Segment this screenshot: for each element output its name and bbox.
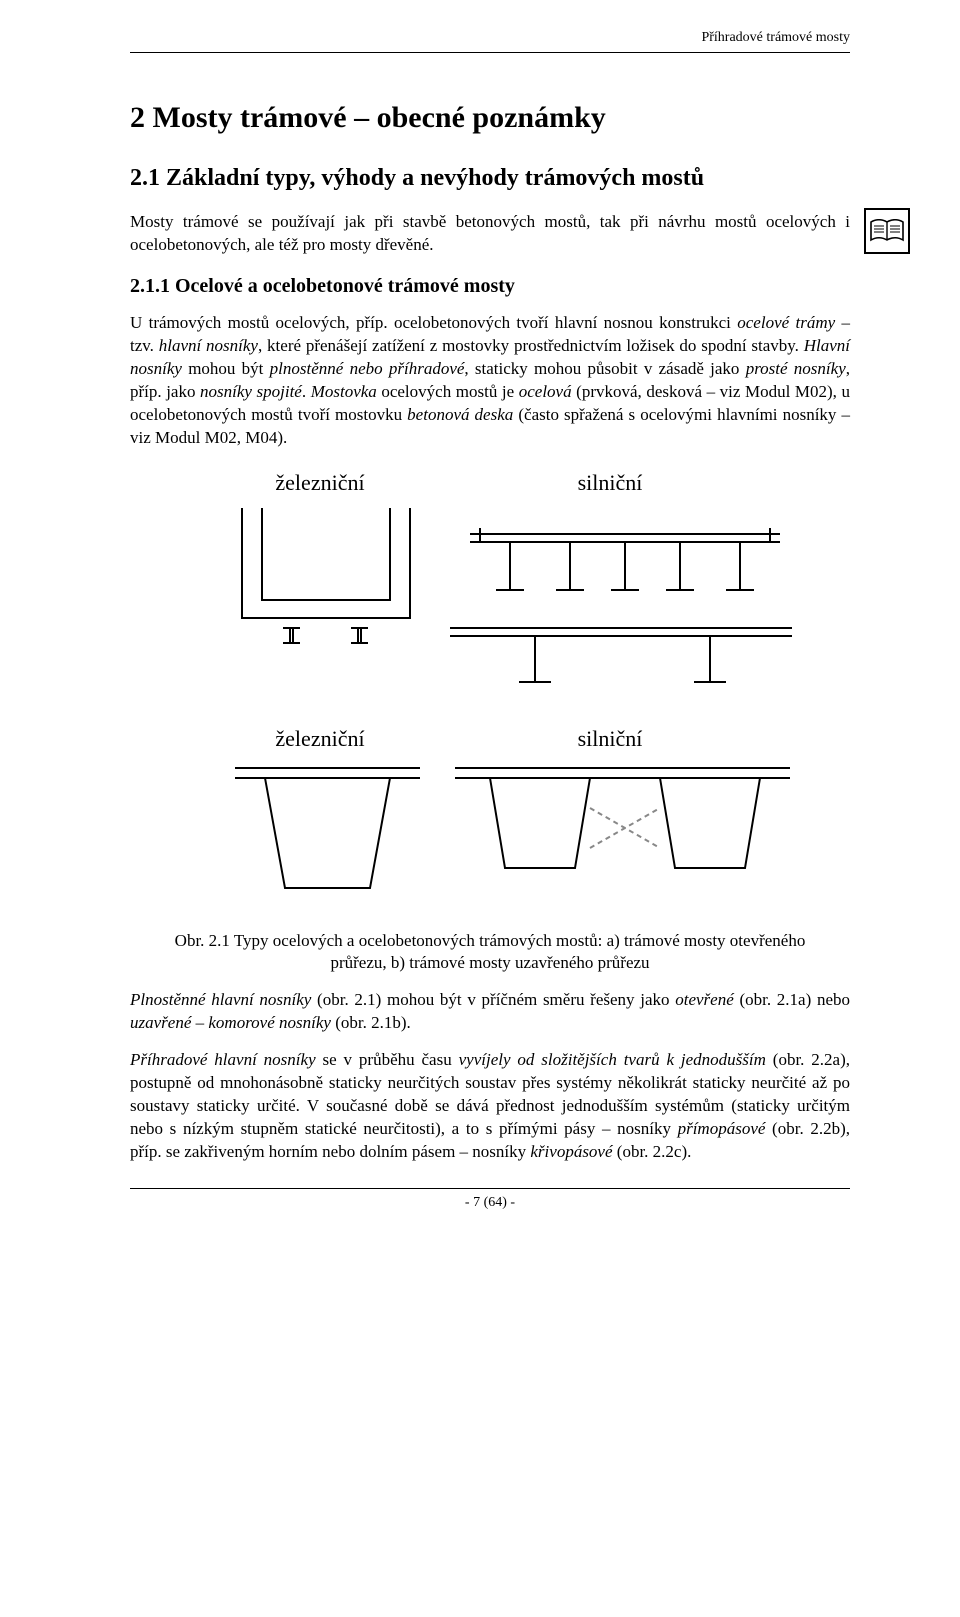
- figure-caption: Obr. 2.1 Typy ocelových a ocelobetonovýc…: [170, 930, 810, 976]
- section-title: 2.1 Základní typy, výhody a nevýhody trá…: [130, 163, 850, 193]
- figure-2-1: železniční silniční: [130, 468, 850, 908]
- fig-a-road: [450, 528, 792, 682]
- fig-label-rail-b: železniční: [275, 726, 364, 751]
- page: Příhradové trámové mosty 2 Mosty trámové…: [0, 0, 960, 1251]
- paragraph-3: Plnostěnné hlavní nosníky (obr. 2.1) moh…: [130, 989, 850, 1035]
- subsection-title: 2.1.1 Ocelové a ocelobetonové trámové mo…: [130, 275, 850, 298]
- fig-label-rail-a: železniční: [275, 470, 364, 495]
- fig-b-road: [455, 768, 790, 868]
- page-footer: - 7 (64) -: [130, 1188, 850, 1211]
- chapter-title: 2 Mosty trámové – obecné poznámky: [130, 101, 850, 135]
- fig-a-rail: [242, 508, 410, 643]
- book-icon: [864, 208, 910, 254]
- fig-b-rail: [235, 768, 420, 888]
- paragraph-2: U trámových mostů ocelových, příp. ocelo…: [130, 312, 850, 450]
- fig-label-road-a: silniční: [578, 470, 643, 495]
- intro-paragraph: Mosty trámové se používají jak při stavb…: [130, 211, 850, 257]
- fig-label-road-b: silniční: [578, 726, 643, 751]
- running-head: Příhradové trámové mosty: [130, 30, 850, 53]
- paragraph-4: Příhradové hlavní nosníky se v průběhu č…: [130, 1049, 850, 1164]
